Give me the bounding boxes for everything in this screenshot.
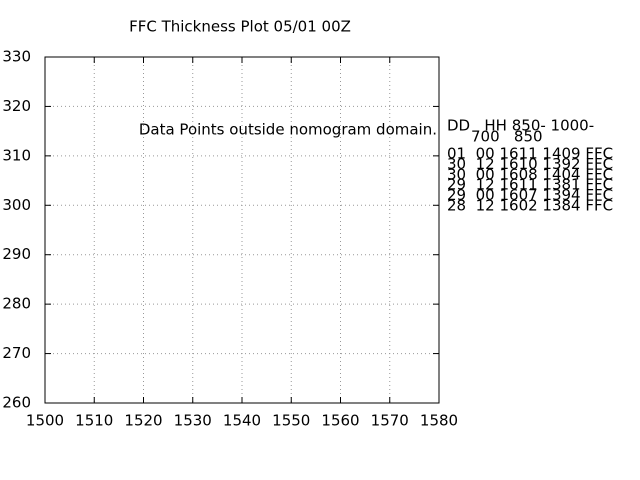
y-tick-label: 320 [2, 97, 31, 115]
table-row: 29 12 1611 1381 FFC [447, 176, 613, 194]
table-row: 30 00 1608 1404 FFC [447, 165, 613, 183]
table-row: 01 00 1611 1409 FFC [447, 145, 613, 163]
x-tick-label: 1510 [75, 412, 113, 430]
y-tick-label: 300 [2, 196, 31, 214]
annotation: Data Points outside nomogram domain. [139, 121, 437, 139]
x-tick-label: 1550 [272, 412, 310, 430]
x-tick-label: 1520 [124, 412, 162, 430]
x-tick-label: 1540 [223, 412, 261, 430]
x-tick-label: 1570 [371, 412, 409, 430]
x-tick-label: 1560 [321, 412, 359, 430]
table-header: 700 850 [471, 128, 543, 146]
x-tick-label: 1580 [420, 412, 458, 430]
table-row: 28 12 1602 1384 FFC [447, 197, 613, 215]
table-header: DD HH 850- 1000- [447, 117, 594, 135]
x-tick-label: 1500 [26, 412, 64, 430]
y-tick-label: 310 [2, 146, 31, 164]
y-tick-label: 260 [2, 394, 31, 412]
chart-title: FFC Thickness Plot 05/01 00Z [129, 18, 351, 36]
y-tick-label: 290 [2, 245, 31, 263]
table-row: 29 00 1607 1394 FFC [447, 186, 613, 204]
plot-frame [44, 56, 440, 404]
x-tick-label: 1530 [174, 412, 212, 430]
table-row: 30 12 1610 1392 FFC [447, 155, 613, 173]
y-tick-label: 280 [2, 295, 31, 313]
y-tick-label: 330 [2, 48, 31, 66]
y-tick-label: 270 [2, 344, 31, 362]
